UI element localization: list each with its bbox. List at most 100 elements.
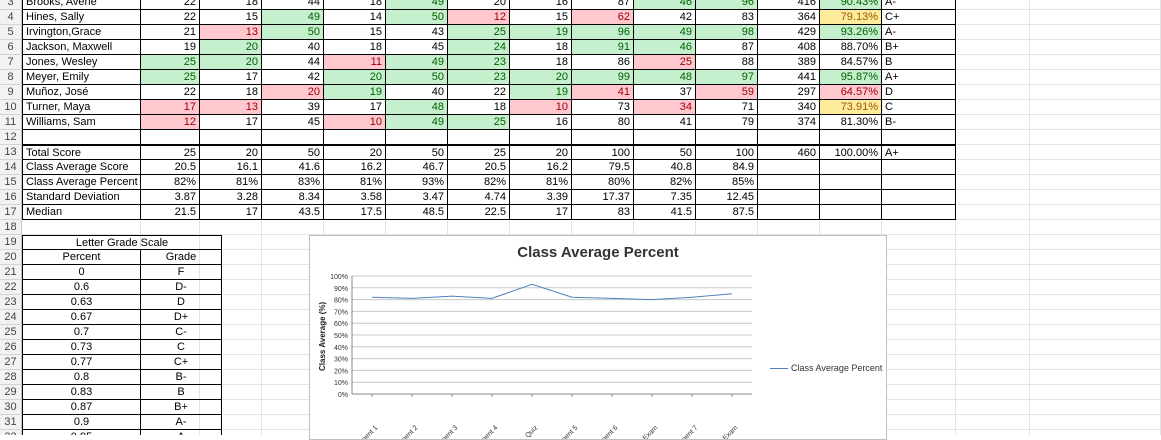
row-header[interactable]: 11	[0, 115, 22, 130]
summary-cell[interactable]	[758, 160, 820, 175]
summary-label-cell[interactable]: Class Average Percent	[22, 175, 141, 190]
summary-cell[interactable]: 82%	[448, 175, 510, 190]
grade-scale-header-grade[interactable]: Grade	[141, 250, 222, 265]
summary-cell[interactable]	[882, 205, 956, 220]
row-header[interactable]: 27	[0, 355, 22, 370]
percent-cell[interactable]: 84.57%	[820, 55, 882, 70]
score-cell[interactable]: 17	[141, 100, 200, 115]
summary-cell[interactable]: 81%	[200, 175, 262, 190]
summary-cell[interactable]: 25	[141, 145, 200, 160]
row-header[interactable]: 16	[0, 190, 22, 205]
summary-cell[interactable]: 40.8	[634, 160, 696, 175]
summary-cell[interactable]	[820, 205, 882, 220]
score-cell[interactable]: 14	[324, 10, 386, 25]
row-header[interactable]: 32	[0, 430, 22, 435]
score-cell[interactable]: 364	[758, 10, 820, 25]
summary-cell[interactable]: 20	[510, 145, 572, 160]
score-cell[interactable]: 41	[572, 85, 634, 100]
score-cell[interactable]: 37	[634, 85, 696, 100]
letter-grade-cell[interactable]: A-	[882, 0, 956, 10]
letter-grade-cell[interactable]: A-	[882, 25, 956, 40]
summary-cell[interactable]	[758, 190, 820, 205]
score-cell[interactable]: 59	[696, 85, 758, 100]
row-header[interactable]: 22	[0, 280, 22, 295]
grade-scale-percent-cell[interactable]: 0.83	[22, 385, 141, 400]
summary-cell[interactable]: 100	[696, 145, 758, 160]
score-cell[interactable]: 15	[510, 10, 572, 25]
score-cell[interactable]: 49	[634, 25, 696, 40]
series-line[interactable]	[372, 284, 732, 299]
summary-cell[interactable]: 41.5	[634, 205, 696, 220]
score-cell[interactable]: 88	[696, 55, 758, 70]
score-cell[interactable]: 99	[572, 70, 634, 85]
score-cell[interactable]: 79	[696, 115, 758, 130]
summary-cell[interactable]	[882, 160, 956, 175]
score-cell[interactable]: 389	[758, 55, 820, 70]
summary-cell[interactable]	[758, 205, 820, 220]
summary-cell[interactable]: 84.9	[696, 160, 758, 175]
summary-cell[interactable]: 48.5	[386, 205, 448, 220]
score-cell[interactable]: 23	[448, 70, 510, 85]
summary-cell[interactable]: 460	[758, 145, 820, 160]
score-cell[interactable]: 18	[324, 40, 386, 55]
cell[interactable]	[22, 130, 141, 145]
score-cell[interactable]: 18	[324, 0, 386, 10]
summary-cell[interactable]: 87.5	[696, 205, 758, 220]
score-cell[interactable]: 34	[634, 100, 696, 115]
row-header[interactable]: 4	[0, 10, 22, 25]
score-cell[interactable]: 50	[262, 25, 324, 40]
summary-cell[interactable]: 8.34	[262, 190, 324, 205]
row-header[interactable]: 29	[0, 385, 22, 400]
score-cell[interactable]: 42	[634, 10, 696, 25]
summary-cell[interactable]	[758, 175, 820, 190]
summary-cell[interactable]: 22.5	[448, 205, 510, 220]
score-cell[interactable]: 19	[324, 85, 386, 100]
score-cell[interactable]: 22	[141, 10, 200, 25]
letter-grade-cell[interactable]: B-	[882, 115, 956, 130]
grade-scale-title[interactable]: Letter Grade Scale	[22, 235, 222, 250]
summary-cell[interactable]: 4.74	[448, 190, 510, 205]
score-cell[interactable]: 97	[696, 70, 758, 85]
score-cell[interactable]: 49	[262, 10, 324, 25]
score-cell[interactable]: 16	[510, 0, 572, 10]
line-chart[interactable]: Class Average Percent Class Average (%) …	[309, 235, 887, 440]
grade-scale-grade-cell[interactable]: B	[141, 385, 222, 400]
summary-cell[interactable]: 82%	[634, 175, 696, 190]
summary-cell[interactable]: 79.5	[572, 160, 634, 175]
student-name-cell[interactable]: Muñoz, José	[22, 85, 141, 100]
summary-cell[interactable]: 17	[200, 205, 262, 220]
row-header[interactable]: 12	[0, 130, 22, 145]
score-cell[interactable]: 49	[386, 115, 448, 130]
score-cell[interactable]: 91	[572, 40, 634, 55]
letter-grade-cell[interactable]: C+	[882, 10, 956, 25]
summary-cell[interactable]: 16.1	[200, 160, 262, 175]
grade-scale-percent-cell[interactable]: 0.7	[22, 325, 141, 340]
score-cell[interactable]: 297	[758, 85, 820, 100]
row-header[interactable]: 5	[0, 25, 22, 40]
percent-cell[interactable]: 90.43%	[820, 0, 882, 10]
cell[interactable]	[696, 130, 758, 145]
letter-grade-cell[interactable]: C	[882, 100, 956, 115]
score-cell[interactable]: 13	[200, 25, 262, 40]
summary-cell[interactable]: 50	[262, 145, 324, 160]
cell[interactable]	[324, 130, 386, 145]
score-cell[interactable]: 416	[758, 0, 820, 10]
grade-scale-grade-cell[interactable]: F	[141, 265, 222, 280]
row-header[interactable]: 3	[0, 0, 22, 10]
summary-cell[interactable]: 81%	[324, 175, 386, 190]
cell[interactable]	[758, 130, 820, 145]
summary-cell[interactable]: 16.2	[324, 160, 386, 175]
row-header[interactable]: 31	[0, 415, 22, 430]
summary-cell[interactable]: 25	[448, 145, 510, 160]
score-cell[interactable]: 10	[324, 115, 386, 130]
summary-cell[interactable]	[820, 175, 882, 190]
summary-cell[interactable]: 17.5	[324, 205, 386, 220]
grade-scale-percent-cell[interactable]: 0.67	[22, 310, 141, 325]
score-cell[interactable]: 20	[262, 85, 324, 100]
row-header[interactable]: 28	[0, 370, 22, 385]
summary-label-cell[interactable]: Class Average Score	[22, 160, 141, 175]
summary-cell[interactable]: 100.00%	[820, 145, 882, 160]
student-name-cell[interactable]: Williams, Sam	[22, 115, 141, 130]
cell[interactable]	[820, 130, 882, 145]
score-cell[interactable]: 96	[572, 25, 634, 40]
